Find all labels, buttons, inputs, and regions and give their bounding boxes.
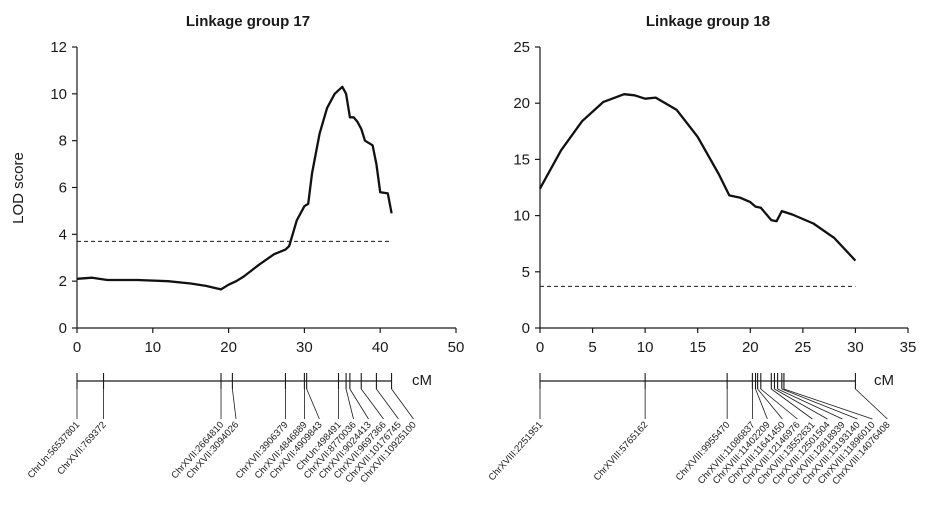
marker-connector: [349, 388, 369, 420]
marker-connector: [231, 388, 237, 420]
x-tick-label: 30: [847, 339, 864, 356]
panel-linkage-group-18: Linkage group 18 cM 0 5 10 15 20 25 0 5 10 15 20 2…: [487, 13, 917, 487]
marker-connector: [360, 388, 384, 420]
marker-connector: [760, 388, 798, 420]
lod-curve: [76, 85, 393, 291]
y-tick-label: 6: [59, 180, 67, 197]
marker-connector: [771, 388, 813, 420]
map-axis-label: cM: [412, 372, 432, 389]
plot-area: [76, 85, 393, 291]
x-axis: 0 10 20 30 40 50: [73, 327, 465, 356]
x-tick-label: 50: [448, 339, 465, 356]
y-tick-label: 0: [522, 320, 530, 337]
y-tick-label: 0: [59, 320, 67, 337]
map-axis-label: cM: [874, 372, 894, 389]
y-tick-label: 12: [50, 39, 67, 56]
y-tick-label: 8: [59, 133, 67, 150]
marker-connector: [783, 388, 873, 420]
plot-area: [538, 93, 857, 287]
x-tick-label: 15: [689, 339, 706, 356]
marker-connector: [306, 388, 320, 420]
x-tick-label: 35: [900, 339, 917, 356]
x-tick-label: 10: [144, 339, 161, 356]
panel-linkage-group-17: Linkage group 17 LOD score cM 024681012 …: [10, 13, 464, 485]
marker-connector: [781, 388, 858, 420]
marker-connector: [345, 388, 354, 420]
x-axis: 0 5 10 15 20 25 30 35: [536, 327, 917, 356]
x-tick-label: 30: [296, 339, 313, 356]
marker-connector: [855, 388, 888, 420]
x-tick-label: 5: [588, 339, 596, 356]
marker-connector: [777, 388, 843, 420]
lod-curve: [538, 93, 857, 262]
y-tick-label: 2: [59, 273, 67, 290]
y-axis: 0 5 10 15 20 25: [513, 39, 541, 337]
marker-label: ChrXVIII:2251951: [487, 420, 546, 483]
x-tick-label: 25: [795, 339, 812, 356]
genetic-map: ChrXVIII:2251951 ChrXVIII:5765162 ChrXVIII…: [487, 373, 893, 487]
marker-connector: [376, 388, 399, 420]
marker-label: ChrXVIII:5765162: [592, 420, 651, 483]
y-tick-label: 20: [513, 95, 530, 112]
x-tick-label: 0: [73, 339, 81, 356]
x-tick-label: 40: [372, 339, 389, 356]
y-axis-label: LOD score: [10, 152, 27, 224]
x-tick-label: 20: [742, 339, 759, 356]
y-tick-label: 4: [59, 226, 67, 243]
marker-connector: [757, 388, 783, 420]
marker-connector: [391, 388, 414, 420]
y-tick-label: 10: [50, 86, 67, 103]
x-tick-label: 20: [220, 339, 237, 356]
y-tick-label: 10: [513, 208, 530, 225]
y-tick-label: 15: [513, 151, 530, 168]
chart-title: Linkage group 17: [186, 13, 310, 30]
marker-connector: [755, 388, 768, 420]
chart-title: Linkage group 18: [646, 13, 770, 30]
marker-connector: [774, 388, 828, 420]
y-tick-label: 25: [513, 39, 530, 56]
y-tick-label: 5: [522, 264, 530, 281]
x-tick-label: 10: [637, 339, 654, 356]
y-axis: 0 2 4 6 8 10 12: [50, 39, 78, 337]
marker-label: ChrXVII:769372: [55, 420, 108, 478]
x-tick-label: 0: [536, 339, 544, 356]
